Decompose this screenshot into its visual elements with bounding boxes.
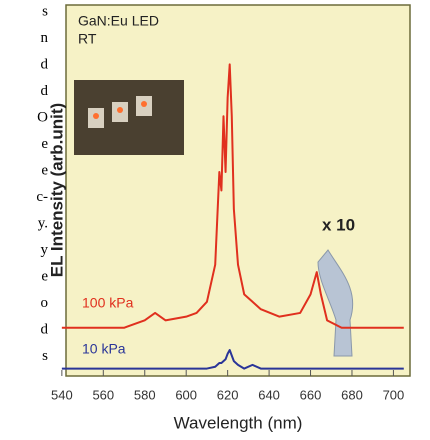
- legend-label: 100 kPa: [82, 295, 134, 311]
- x-tick-label: 660: [300, 387, 322, 402]
- x-tick-label: 680: [341, 387, 363, 402]
- annotation: RT: [78, 31, 97, 47]
- x-tick-label: 540: [51, 387, 73, 402]
- annotation: x 10: [322, 215, 355, 234]
- x-tick-label: 620: [217, 387, 239, 402]
- led-glow: [141, 101, 147, 107]
- margin-text: s: [42, 3, 48, 19]
- plot-area: [66, 5, 410, 376]
- x-tick-label: 700: [383, 387, 405, 402]
- chart: snddOeec-y.yeods540560580600620640660680…: [0, 0, 430, 440]
- margin-text: d: [41, 56, 49, 72]
- y-axis-label: EL Intensity (arb.unit): [47, 103, 66, 277]
- margin-text: d: [41, 83, 49, 99]
- x-tick-label: 560: [92, 387, 114, 402]
- margin-text: n: [41, 30, 49, 46]
- margin-text: d: [41, 321, 49, 337]
- legend-label: 10 kPa: [82, 341, 126, 357]
- x-tick-label: 580: [134, 387, 156, 402]
- x-tick-label: 600: [175, 387, 197, 402]
- margin-text: y.: [38, 215, 48, 231]
- x-axis-label: Wavelength (nm): [174, 413, 303, 432]
- margin-text: c-: [36, 189, 48, 205]
- annotation: GaN:Eu LED: [78, 13, 159, 29]
- x-tick-label: 640: [258, 387, 280, 402]
- led-glow: [117, 107, 123, 113]
- margin-text: s: [42, 348, 48, 364]
- led-glow: [93, 113, 99, 119]
- margin-text: o: [41, 295, 49, 311]
